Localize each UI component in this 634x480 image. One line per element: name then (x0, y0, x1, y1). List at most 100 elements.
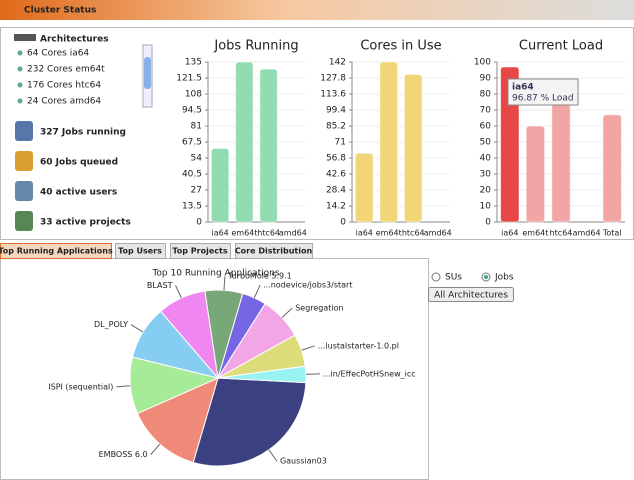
leader-line (281, 307, 293, 318)
radio-label[interactable]: SUs (445, 273, 462, 283)
bar (551, 103, 571, 223)
arch-item: 64 Cores ia64 (27, 49, 89, 59)
y-tick-label: 0 (196, 218, 202, 228)
radio[interactable] (431, 272, 441, 282)
header-title: Cluster Status (24, 6, 96, 16)
bullet (17, 50, 23, 56)
y-tick-label: 142 (329, 58, 346, 68)
tooltip-box (507, 78, 579, 106)
pie-label: ...nodevice/jobs3/start (263, 281, 352, 290)
y-tick-label: 10 (480, 202, 492, 212)
radio-label[interactable]: Jobs (494, 273, 514, 283)
tab[interactable] (170, 243, 231, 259)
y-tick-label: 0 (485, 218, 491, 228)
y-tick-label: 13.5 (182, 202, 202, 212)
stat-icon (15, 121, 33, 141)
x-tick-label: amd64 (279, 229, 307, 238)
arch-item: 232 Cores em64t (27, 65, 105, 75)
y-tick-label: 113.6 (320, 90, 346, 100)
leader-line (130, 324, 144, 333)
y-tick-label: 28.4 (326, 186, 346, 196)
x-tick-label: em64t (231, 229, 257, 238)
x-tick-label: ia64 (211, 229, 228, 238)
scroll-thumb[interactable] (144, 57, 151, 89)
x-tick-label: amd64 (573, 229, 601, 238)
tooltip-text: 96.87 % Load (512, 94, 574, 104)
tab[interactable] (0, 243, 112, 259)
y-tick-label: 80 (480, 90, 492, 100)
leader-line (223, 276, 226, 291)
bar (210, 148, 230, 223)
tab[interactable] (115, 243, 166, 259)
x-tick-label: ia64 (356, 229, 373, 238)
bar (354, 152, 374, 223)
bar (235, 61, 254, 223)
arch-item: 176 Cores htc64 (27, 81, 101, 91)
tab-label[interactable]: Core Distribution (235, 247, 313, 256)
leader-line (301, 345, 315, 351)
arch-item: 24 Cores amd64 (27, 97, 101, 107)
pie-slice (192, 377, 307, 467)
y-tick-label: 121.5 (176, 74, 202, 84)
tab-label[interactable]: Top Users (118, 247, 162, 256)
stat-text: 40 active users (40, 188, 117, 198)
y-tick-label: 108 (185, 90, 202, 100)
button[interactable] (428, 287, 514, 302)
x-tick-label: Total (602, 229, 622, 238)
pie-label: ...in/EffecPotHSnew_icc (323, 369, 416, 378)
bar (525, 125, 546, 223)
leader-line (150, 443, 161, 455)
x-tick-label: em64t (522, 229, 548, 238)
stat-icon (15, 151, 33, 171)
y-tick-label: 81 (191, 122, 202, 132)
leader-line (268, 449, 278, 462)
chart-title: Cores in Use (360, 39, 441, 54)
x-tick-label: htc64 (550, 229, 573, 238)
x-tick-label: ia64 (501, 229, 518, 238)
y-tick-label: 40.5 (182, 170, 202, 180)
y-tick-label: 14.2 (326, 202, 346, 212)
pie-label: Segregation (295, 303, 343, 312)
tab-label[interactable]: Top Projects (172, 247, 227, 256)
bar (403, 73, 423, 223)
leader-line (116, 385, 131, 388)
y-tick-label: 67.5 (182, 138, 202, 148)
arch-icon (14, 34, 36, 41)
y-tick-label: 20 (480, 186, 492, 196)
x-tick-label: amd64 (424, 229, 452, 238)
y-tick-label: 56.8 (326, 154, 346, 164)
x-tick-label: htc64 (257, 229, 280, 238)
bar (500, 66, 520, 223)
radio-dot[interactable] (484, 275, 488, 279)
y-tick-label: 54 (191, 154, 203, 164)
bullet (17, 98, 23, 104)
stat-icon (15, 211, 33, 231)
y-tick-label: 71 (335, 138, 346, 148)
y-tick-label: 30 (480, 170, 492, 180)
y-tick-label: 40 (480, 154, 492, 164)
stat-text: 33 active projects (40, 218, 131, 228)
chart-title: Current Load (519, 39, 603, 54)
y-tick-label: 100 (474, 58, 491, 68)
pie-label: TurboMole 5.9.1 (227, 272, 292, 281)
pie-label: ISPI (sequential) (48, 382, 113, 391)
pie-label: Gaussian03 (280, 457, 327, 466)
pie-label: ...lustalstarter-1.0.pl (318, 341, 399, 350)
y-tick-label: 27 (191, 186, 202, 196)
arch-title: Architectures (40, 35, 109, 45)
tab[interactable] (235, 243, 313, 259)
button-label[interactable]: All Architectures (434, 291, 508, 301)
y-tick-label: 0 (340, 218, 346, 228)
tab-label[interactable]: Top Running Applications (0, 247, 113, 256)
pie-title: Top 10 Running Applications (151, 269, 279, 279)
y-tick-label: 50 (480, 138, 492, 148)
bar (602, 114, 622, 223)
y-tick-label: 135 (185, 58, 202, 68)
pie-label: BLAST (147, 281, 173, 290)
leader-line (175, 285, 182, 299)
y-tick-label: 127.8 (320, 74, 346, 84)
x-tick-label: htc64 (402, 229, 425, 238)
leader-line (305, 373, 320, 375)
bar (259, 68, 278, 223)
